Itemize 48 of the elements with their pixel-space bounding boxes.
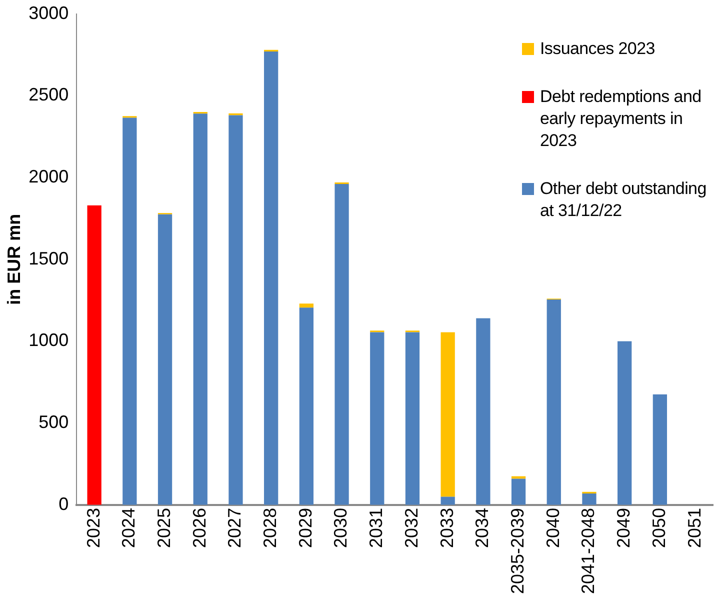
- x-tick-label: 2026: [189, 508, 210, 548]
- x-tick-label: 2023: [83, 508, 104, 548]
- x-tick-label: 2041-2048: [578, 508, 598, 594]
- bar: [476, 318, 490, 505]
- bar: [440, 332, 455, 497]
- x-tick-label: 2035-2039: [508, 508, 528, 594]
- y-tick-label: 500: [38, 412, 69, 432]
- y-tick-label: 2500: [28, 84, 69, 105]
- y-tick-label: 1500: [28, 248, 69, 268]
- bar: [618, 341, 632, 505]
- x-tick-label: 2050: [648, 508, 669, 548]
- bar: [334, 184, 349, 505]
- bar: [122, 118, 137, 505]
- legend-label: Other debt outstanding at 31/12/22: [540, 178, 708, 222]
- legend-label: Issuances 2023: [540, 38, 655, 60]
- y-axis-title: in EUR mn: [4, 214, 24, 305]
- x-tick-label: 2033: [436, 508, 457, 548]
- x-tick-label: 2051: [684, 508, 704, 548]
- bar: [299, 304, 314, 308]
- y-tick-label: 1000: [28, 330, 69, 350]
- bar: [652, 394, 668, 505]
- bar: [582, 493, 596, 505]
- x-tick-label: 2040: [542, 508, 563, 548]
- y-tick-label: 2000: [28, 166, 69, 186]
- bar: [264, 51, 278, 505]
- x-tick-label: 2029: [295, 508, 316, 548]
- bar: [158, 214, 172, 505]
- bar: [193, 114, 208, 505]
- x-tick-label: 2034: [472, 508, 492, 548]
- x-tick-label: 2027: [224, 508, 245, 548]
- x-tick-label: 2025: [154, 508, 174, 548]
- x-tick-label: 2028: [260, 508, 280, 548]
- x-tick-label: 2032: [401, 508, 422, 548]
- y-tick-label: 0: [58, 494, 69, 514]
- bar: [440, 496, 455, 505]
- x-tick-label: 2024: [118, 508, 139, 548]
- bar: [370, 332, 384, 505]
- bar: [511, 478, 526, 505]
- bar: [228, 115, 243, 505]
- x-tick-label: 2049: [614, 508, 634, 548]
- x-tick-label: 2030: [330, 508, 351, 548]
- bar: [299, 308, 314, 505]
- bar: [87, 205, 102, 505]
- bar: [546, 299, 561, 505]
- x-tick-label: 2031: [366, 508, 386, 548]
- bar: [405, 332, 420, 505]
- legend-label: Debt redemptions and early repayments in 2023: [540, 86, 702, 152]
- y-tick-label: 3000: [28, 2, 69, 23]
